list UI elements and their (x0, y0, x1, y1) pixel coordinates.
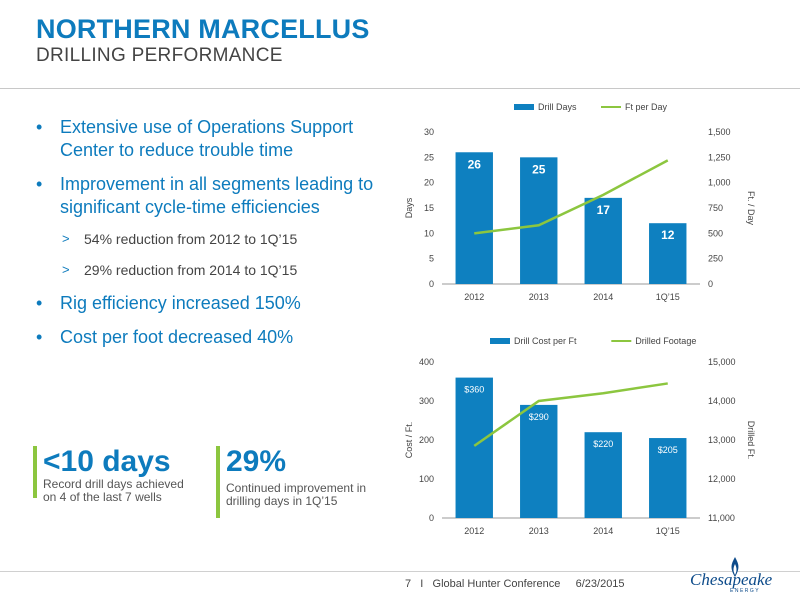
footer-separator: I (420, 578, 424, 590)
bullet-list: • Extensive use of Operations Support Cen… (30, 116, 380, 360)
x-tick-label: 2012 (464, 292, 484, 302)
y2-tick-label: 750 (708, 203, 723, 213)
y-tick-label: 15 (424, 203, 434, 213)
drill-days-chart: Drill Days Ft per Day 0 5 10 15 20 25 30 0 250 500 7… (404, 102, 756, 302)
x-tick-label: 2013 (529, 292, 549, 302)
legend-bar-swatch (514, 104, 534, 110)
bar-data-label: 25 (532, 162, 546, 176)
footer-date: 6/23/2015 (575, 578, 625, 590)
y2-tick-label: 1,250 (708, 152, 731, 162)
x-tick-label: 1Q’15 (656, 292, 680, 302)
series-line (473, 382, 668, 447)
page-title: NORTHERN MARCELLUS (36, 14, 370, 44)
bullet-item: • Improvement in all segments leading to … (36, 174, 374, 217)
y-axis-label: Cost / Ft. (404, 422, 414, 459)
bar (649, 223, 687, 284)
event-name: Global Hunter Conference (432, 578, 561, 590)
y2-tick-label: 14,000 (708, 396, 736, 406)
y2-axis-label: Drilled Ft. (746, 421, 756, 460)
stat-improvement: 29% Continued improvement in drilling da… (216, 446, 366, 518)
x-tick-label: 2013 (529, 526, 549, 536)
bar (584, 197, 622, 284)
bar-data-label: 12 (661, 228, 675, 242)
y2-tick-label: 15,000 (708, 357, 736, 367)
y2-tick-label: 250 (708, 254, 723, 264)
arrow-icon: > (62, 231, 70, 246)
page-number: 7 (405, 578, 412, 590)
y-tick-label: 25 (424, 152, 434, 162)
bar-data-label: $220 (593, 439, 613, 449)
y2-tick-label: 12,000 (708, 474, 736, 484)
bar (584, 432, 622, 518)
bullet-item: • Cost per foot decreased 40% (36, 327, 294, 347)
sub-bullet-item: >54% reduction from 2012 to 1Q’15 (62, 231, 298, 247)
legend-label: Drilled Footage (635, 336, 696, 346)
y-tick-label: 100 (419, 474, 434, 484)
y2-tick-label: 13,000 (708, 435, 736, 445)
x-tick-label: 2014 (593, 526, 613, 536)
y-tick-label: 0 (429, 279, 434, 289)
y-tick-label: 30 (424, 127, 434, 137)
y-tick-label: 5 (429, 254, 434, 264)
bar-data-label: 17 (597, 203, 611, 217)
y-tick-label: 300 (419, 396, 434, 406)
page-subtitle: DRILLING PERFORMANCE (36, 45, 283, 66)
stat-drill-days: <10 days Record drill days achieved on 4… (33, 446, 184, 504)
bullet-item: • Rig efficiency increased 150% (36, 293, 301, 313)
title-divider (0, 88, 800, 89)
y-tick-label: 200 (419, 435, 434, 445)
drill-cost-chart: Drill Cost per Ft Drilled Footage 0 100 200 3… (404, 336, 756, 536)
y-tick-label: 10 (424, 228, 434, 238)
legend-label: Drill Days (538, 102, 577, 112)
legend-label: Drill Cost per Ft (514, 336, 577, 346)
logo-sub: ENERGY (730, 588, 761, 594)
footer: 7 I Global Hunter Conference 6/23/2015 (405, 578, 625, 590)
bar (649, 438, 687, 518)
sub-bullet-item: >29% reduction from 2014 to 1Q’15 (62, 262, 298, 278)
company-logo: Chesapeake ENERGY (690, 556, 786, 596)
bar (455, 152, 493, 284)
y2-axis-label: Ft. / Day (746, 191, 756, 226)
y-tick-label: 20 (424, 178, 434, 188)
y2-tick-label: 500 (708, 228, 723, 238)
bar (520, 404, 558, 518)
bar (455, 377, 493, 518)
y2-tick-label: 1,000 (708, 178, 731, 188)
y-tick-label: 400 (419, 357, 434, 367)
bar-data-label: $205 (658, 445, 678, 455)
y2-tick-label: 0 (708, 279, 713, 289)
arrow-icon: > (62, 262, 70, 277)
x-tick-label: 2014 (593, 292, 613, 302)
x-tick-label: 2012 (464, 526, 484, 536)
bar-data-label: $360 (464, 385, 484, 395)
y-axis-label: Days (404, 197, 414, 218)
bar-data-label: 26 (468, 157, 482, 171)
flame-icon (731, 557, 739, 577)
bullet-item: • Extensive use of Operations Support Cen… (36, 117, 354, 160)
y2-tick-label: 11,000 (708, 513, 735, 523)
footer-divider (0, 571, 800, 572)
y2-tick-label: 1,500 (708, 127, 731, 137)
series-line (474, 159, 669, 235)
logo-name: Chesapeake (690, 570, 773, 589)
x-tick-label: 1Q’15 (656, 526, 680, 536)
legend-bar-swatch (490, 338, 510, 344)
y-tick-label: 0 (429, 513, 434, 523)
legend-label: Ft per Day (625, 102, 668, 112)
bar-data-label: $290 (529, 412, 549, 422)
